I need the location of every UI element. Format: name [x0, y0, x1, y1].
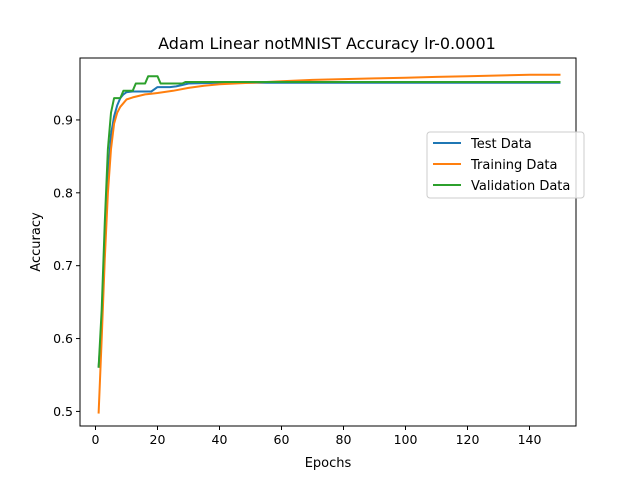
plot-frame	[79, 57, 577, 427]
series-line-validation-data	[97, 75, 561, 368]
x-tick-label: 0	[92, 432, 100, 447]
legend-label-validation-data: Validation Data	[471, 179, 570, 194]
legend-label-training-data: Training Data	[470, 158, 557, 173]
x-tick-label: 20	[150, 432, 166, 447]
ticks-layer: 0 20 40 60 80 100 120 140 0.5 0.6 0.7 0.8 0.9	[53, 112, 541, 447]
legend: Test Data Training Data Validation Data	[426, 131, 585, 199]
x-tick-label: 80	[336, 432, 352, 447]
x-tick-label: 100	[394, 432, 418, 447]
x-tick-label: 120	[456, 432, 480, 447]
legend-frame	[426, 131, 585, 199]
legend-label-test-data: Test Data	[470, 137, 532, 152]
x-tick-label: 40	[212, 432, 228, 447]
x-axis-label: Epochs	[305, 456, 352, 471]
y-tick-label: 0.6	[53, 331, 73, 346]
x-tick-label: 140	[518, 432, 542, 447]
x-tick-label: 60	[274, 432, 290, 447]
y-tick-label: 0.7	[53, 258, 73, 273]
plot-area: 0 20 40 60 80 100 120 140 0.5 0.6 0.7 0.8 0.9	[53, 57, 577, 447]
series-layer	[97, 73, 561, 414]
y-tick-label: 0.9	[53, 112, 73, 127]
y-tick-label: 0.8	[53, 185, 73, 200]
y-tick-label: 0.5	[53, 404, 73, 419]
plot-background	[80, 58, 576, 426]
chart-title: Adam Linear notMNIST Accuracy lr-0.0001	[158, 34, 496, 53]
series-line-training-data	[97, 73, 561, 414]
y-axis-label: Accuracy	[29, 212, 44, 272]
